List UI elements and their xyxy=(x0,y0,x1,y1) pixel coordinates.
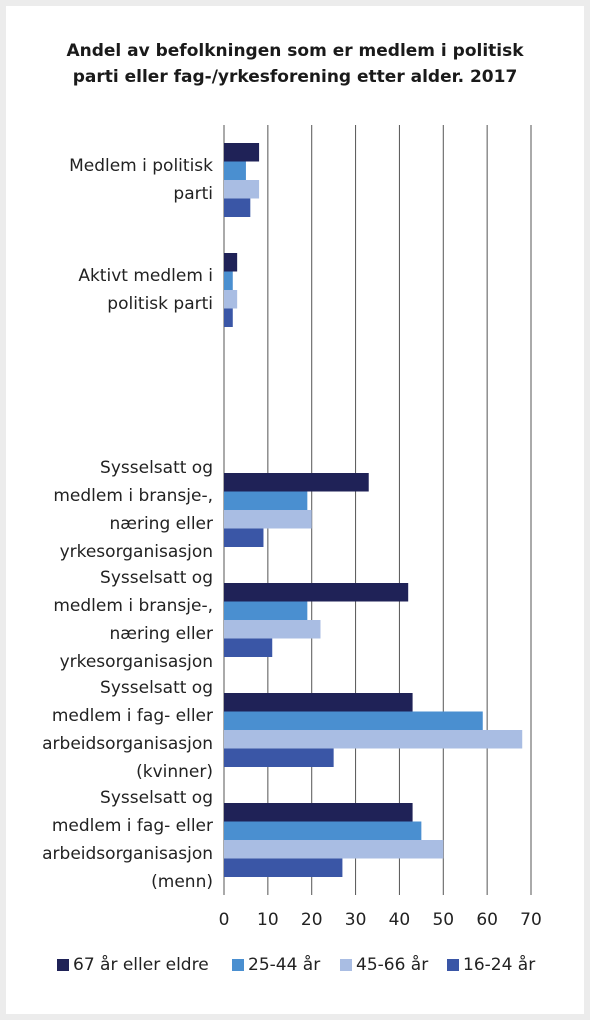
y-tick-label: arbeidsorganisasjon xyxy=(42,844,213,864)
bar xyxy=(224,473,369,492)
legend-swatch xyxy=(232,959,244,971)
x-tick-label: 10 xyxy=(257,910,279,930)
bar xyxy=(224,308,233,327)
chart-title: Andel av befolkningen som er medlem i po… xyxy=(66,41,524,87)
bar xyxy=(224,821,422,840)
bar xyxy=(224,711,483,730)
bar xyxy=(224,271,233,290)
bar xyxy=(224,198,251,217)
y-tick-label: Sysselsatt og xyxy=(100,458,213,478)
bar xyxy=(224,601,308,620)
y-tick-label: yrkesorganisasjon xyxy=(60,542,213,562)
y-tick-label: næring eller xyxy=(109,514,213,534)
x-tick-label: 30 xyxy=(345,910,367,930)
bar xyxy=(224,620,321,639)
bar xyxy=(224,161,246,180)
y-tick-label: Medlem i politisk xyxy=(69,156,213,176)
legend-label: 67 år eller eldre xyxy=(73,954,209,975)
legend-label: 16-24 år xyxy=(463,954,535,975)
legend-label: 25-44 år xyxy=(248,954,320,975)
bar xyxy=(224,693,413,712)
x-tick-label: 0 xyxy=(219,910,230,930)
x-tick-label: 70 xyxy=(520,910,542,930)
y-tick-label: næring eller xyxy=(109,624,213,644)
bar xyxy=(224,510,312,529)
bar xyxy=(224,730,523,749)
bar xyxy=(224,290,238,309)
y-tick-label: Sysselsatt og xyxy=(100,568,213,588)
legend-label: 45-66 år xyxy=(356,954,428,975)
bar xyxy=(224,803,413,822)
legend-swatch xyxy=(340,959,352,971)
y-tick-label: medlem i bransje-, xyxy=(53,486,213,506)
bar xyxy=(224,143,260,162)
y-tick-label: politisk parti xyxy=(107,294,213,314)
x-tick-label: 60 xyxy=(476,910,498,930)
y-tick-label: medlem i bransje-, xyxy=(53,596,213,616)
bar xyxy=(224,491,308,510)
bar xyxy=(224,638,273,657)
bar xyxy=(224,180,260,199)
y-tick-label: Sysselsatt og xyxy=(100,788,213,808)
y-tick-label: medlem i fag- eller xyxy=(52,816,213,836)
y-tick-label: parti xyxy=(173,184,213,204)
bar xyxy=(224,858,343,877)
y-tick-label: (kvinner) xyxy=(136,762,213,782)
bar xyxy=(224,253,238,272)
bar xyxy=(224,528,264,547)
y-tick-label: yrkesorganisasjon xyxy=(60,652,213,672)
bar xyxy=(224,840,444,859)
x-tick-label: 50 xyxy=(432,910,454,930)
y-tick-label: (menn) xyxy=(151,872,213,892)
x-tick-label: 40 xyxy=(389,910,411,930)
y-tick-label: arbeidsorganisasjon xyxy=(42,734,213,754)
bar xyxy=(224,583,409,602)
y-tick-label: medlem i fag- eller xyxy=(52,706,213,726)
y-tick-label: Sysselsatt og xyxy=(100,678,213,698)
x-tick-label: 20 xyxy=(301,910,323,930)
bar xyxy=(224,748,334,767)
y-tick-label: Aktivt medlem i xyxy=(78,266,213,286)
legend-swatch xyxy=(447,959,459,971)
legend-swatch xyxy=(57,959,69,971)
